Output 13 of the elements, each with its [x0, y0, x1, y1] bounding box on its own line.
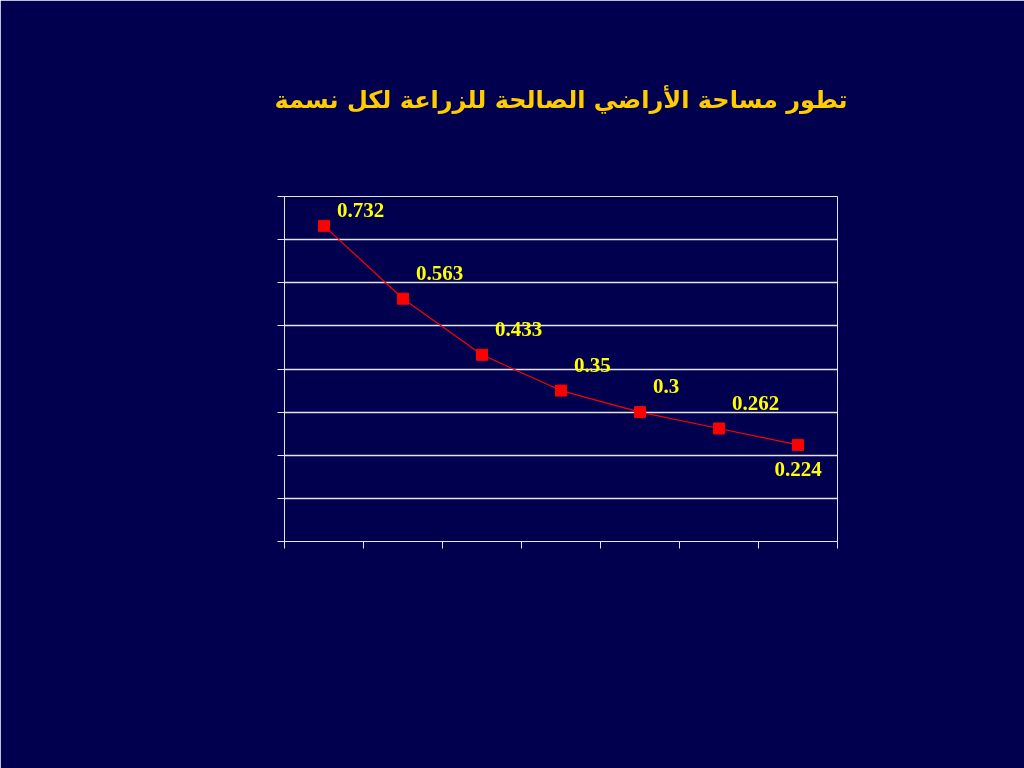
point [397, 292, 409, 305]
data-label: 0.262 [732, 390, 780, 415]
chart-title: تطور مساحة الأراضي الصالحة للزراعة لكل نسمة [274, 84, 848, 114]
data-label: 0.563 [416, 260, 464, 285]
data-label: 0.224 [774, 456, 823, 481]
point [476, 348, 488, 361]
data-label: 0.3 [653, 374, 680, 399]
point [555, 384, 567, 397]
point [634, 406, 646, 419]
point [792, 438, 804, 451]
data-label: 0.732 [337, 198, 385, 223]
point [713, 422, 725, 435]
point [318, 219, 330, 232]
